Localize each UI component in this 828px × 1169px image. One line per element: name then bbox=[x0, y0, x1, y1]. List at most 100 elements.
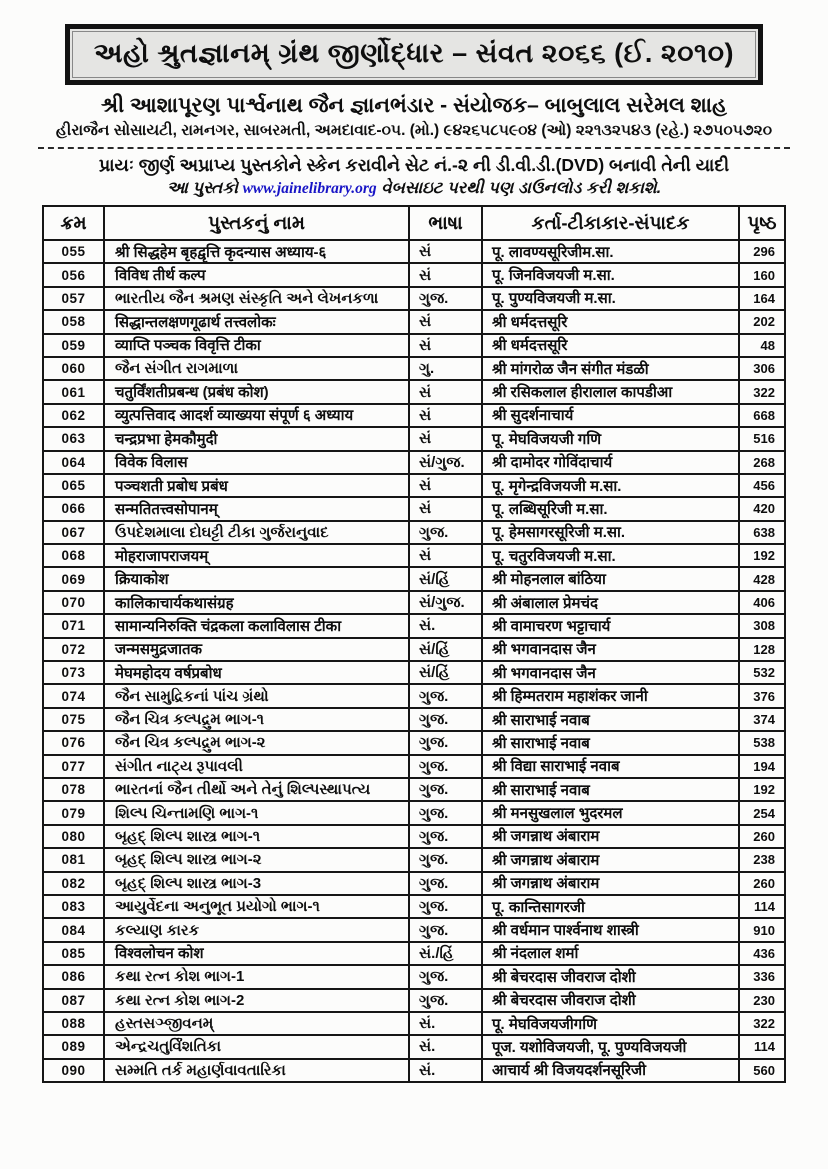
table-row: 084 કલ્યાણ કારક ગુજ. श्री वर्धमान पार्श्वना… bbox=[42, 917, 786, 943]
cell-pages: 164 bbox=[738, 285, 786, 312]
cell-serial: 076 bbox=[42, 730, 105, 756]
intro-note-line2: આ પુસ્તકો www.jainelibrary.org વેબસાઇટ પ… bbox=[0, 179, 828, 198]
cell-serial: 066 bbox=[42, 496, 105, 522]
table-row: 090 સમ્મતિ તર્ક મહાર્ણવાવતારિકા સં. आचार्य … bbox=[42, 1057, 786, 1084]
cell-language: સં bbox=[408, 402, 483, 429]
cell-author: श्री वामाचरण भट्टाचार्य bbox=[481, 613, 740, 639]
cell-book-name: બૃહદ્ શિલ્પ શાસ્ત્ર ભાગ-3 bbox=[103, 870, 410, 896]
cell-author: श्री भगवानदास जैन bbox=[481, 660, 740, 686]
table-row: 076 જૈન ચિત્ર કલ્પદ્રુમ ભાગ-૨ ગુજ. श्री सार… bbox=[42, 730, 786, 756]
cell-author: श्री विद्या साराभाई नवाब bbox=[481, 753, 740, 780]
cell-language: ગુજ. bbox=[408, 917, 483, 943]
table-row: 059 व्याप्ति पञ्चक विवृत्ति टीका સં श्री धर… bbox=[42, 332, 786, 358]
cell-language: સં bbox=[408, 262, 483, 288]
cell-language: સં bbox=[408, 309, 483, 335]
cell-language: સં/હિં bbox=[408, 636, 483, 663]
cell-pages: 192 bbox=[738, 776, 786, 803]
cell-language: સં. bbox=[408, 1010, 483, 1037]
cell-serial: 090 bbox=[42, 1057, 105, 1084]
cell-author: श्री भगवानदास जैन bbox=[481, 636, 740, 663]
cell-serial: 056 bbox=[42, 262, 105, 288]
intro-note-prefix: આ પુસ્તકો bbox=[166, 179, 243, 197]
cell-serial: 074 bbox=[42, 683, 105, 709]
cell-serial: 061 bbox=[42, 379, 105, 405]
cell-language: ગુ. bbox=[408, 355, 483, 382]
cell-serial: 087 bbox=[42, 987, 105, 1013]
column-header-author: કર્તા-ટીકાકાર-સંપાદક bbox=[481, 205, 740, 241]
cell-pages: 428 bbox=[738, 566, 786, 592]
cell-serial: 070 bbox=[42, 589, 105, 616]
cell-language: સં. bbox=[408, 1057, 483, 1084]
cell-pages: 406 bbox=[738, 589, 786, 616]
cell-language: ગુજ. bbox=[408, 964, 483, 990]
cell-pages: 114 bbox=[738, 893, 786, 920]
cell-language: ગુજ. bbox=[408, 730, 483, 756]
cell-language: સં. bbox=[408, 1034, 483, 1060]
cell-serial: 057 bbox=[42, 285, 105, 312]
cell-book-name: જૈન ચિત્ર કલ્પદ્રુમ ભાગ-૨ bbox=[103, 730, 410, 756]
intro-note-suffix: વેબસાઇટ પરથી પણ ડાઉનલોડ કરી શકાશે. bbox=[376, 179, 662, 197]
cell-pages: 268 bbox=[738, 449, 786, 475]
cell-serial: 060 bbox=[42, 355, 105, 382]
cell-author: पू. कान्तिसागरजी bbox=[481, 893, 740, 920]
cell-author: श्री बेचरदास जीवराज दोशी bbox=[481, 964, 740, 990]
cell-book-name: સમ્મતિ તર્ક મહાર્ણવાવતારિકા bbox=[103, 1057, 410, 1084]
cell-author: पू. मृगेन्द्रविजयजी म.सा. bbox=[481, 472, 740, 499]
jainelibrary-link[interactable]: www.jainelibrary.org bbox=[242, 180, 377, 197]
cell-author: श्री रसिकलाल हीरालाल कापडीआ bbox=[481, 379, 740, 405]
cell-author: पू. मेघविजयजीगणि bbox=[481, 1010, 740, 1037]
cell-book-name: चन्द्रप्रभा हेमकौमुदी bbox=[103, 426, 410, 452]
cell-book-name: આયુર્વેદના અનુભૂત પ્રયોગો ભાગ-૧ bbox=[103, 893, 410, 920]
cell-author: श्री मांगरोळ जैन संगीत मंडळी bbox=[481, 355, 740, 382]
cell-pages: 128 bbox=[738, 636, 786, 663]
cell-author: श्री धर्मदत्तसूरि bbox=[481, 309, 740, 335]
cell-serial: 079 bbox=[42, 800, 105, 826]
cell-author: श्री अंबालाल प्रेमचंद bbox=[481, 589, 740, 616]
cell-book-name: जन्मसमुद्रजातक bbox=[103, 636, 410, 663]
cell-author: श्री साराभाई नवाब bbox=[481, 730, 740, 756]
table-row: 080 બૃહદ્ શિલ્પ શાસ્ત્ર ભાગ-૧ ગુજ. श्री जगन… bbox=[42, 823, 786, 850]
cell-pages: 374 bbox=[738, 706, 786, 733]
cell-pages: 308 bbox=[738, 613, 786, 639]
cell-pages: 322 bbox=[738, 379, 786, 405]
cell-pages: 194 bbox=[738, 753, 786, 780]
cell-author: पू. मेघविजयजी गणि bbox=[481, 426, 740, 452]
cell-serial: 082 bbox=[42, 870, 105, 896]
cell-book-name: विविध तीर्थ कल्प bbox=[103, 262, 410, 288]
cell-pages: 192 bbox=[738, 543, 786, 569]
cell-book-name: मोहराजापराजयम् bbox=[103, 543, 410, 569]
cell-language: ગુજ. bbox=[408, 823, 483, 850]
cell-book-name: સંગીત નાટ્ય રૂપાવલી bbox=[103, 753, 410, 780]
cell-serial: 073 bbox=[42, 660, 105, 686]
cell-pages: 238 bbox=[738, 847, 786, 873]
cell-language: સં/હિં bbox=[408, 566, 483, 592]
cell-serial: 086 bbox=[42, 964, 105, 990]
cell-pages: 48 bbox=[738, 332, 786, 358]
cell-language: સં./હિં bbox=[408, 940, 483, 967]
table-row: 070 कालिकाचार्यकथासंग्रह સં/ગુજ. श्री अंबाल… bbox=[42, 589, 786, 616]
cell-book-name: બૃહદ્ શિલ્પ શાસ્ત્ર ભાગ-૧ bbox=[103, 823, 410, 850]
cell-author: श्री धर्मदत्तसूरि bbox=[481, 332, 740, 358]
cell-pages: 376 bbox=[738, 683, 786, 709]
cell-pages: 668 bbox=[738, 402, 786, 429]
cell-pages: 910 bbox=[738, 917, 786, 943]
cell-pages: 560 bbox=[738, 1057, 786, 1084]
cell-language: ગુજ. bbox=[408, 706, 483, 733]
cell-book-name: જૈન ચિત્ર કલ્પદ્રુમ ભાગ-૧ bbox=[103, 706, 410, 733]
cell-author: श्री जगन्नाथ अंबाराम bbox=[481, 823, 740, 850]
table-row: 079 શિલ્પ ચિન્તામણિ ભાગ-૧ ગુજ. श्री मनसुखला… bbox=[42, 800, 786, 826]
table-row: 078 ભારતનાં જૈન તીર્થો અને તેનું શિલ્પસ્થ… bbox=[42, 776, 786, 803]
cell-language: ગુજ. bbox=[408, 987, 483, 1013]
cell-pages: 254 bbox=[738, 800, 786, 826]
cell-book-name: चतुर्विंशतीप्रबन्ध (प्रबंध कोश) bbox=[103, 379, 410, 405]
cell-book-name: सिद्धान्तलक्षणगूढार्थ तत्त्वलोकः bbox=[103, 309, 410, 335]
cell-book-name: पञ्चशती प्रबोध प्रबंध bbox=[103, 472, 410, 499]
cell-language: સં bbox=[408, 332, 483, 358]
cell-author: श्री साराभाई नवाब bbox=[481, 706, 740, 733]
cell-serial: 085 bbox=[42, 940, 105, 967]
cell-book-name: ભારતનાં જૈન તીર્થો અને તેનું શિલ્પસ્થાપત… bbox=[103, 776, 410, 803]
cell-author: श्री वर्धमान पार्श्वनाथ शास्त्री bbox=[481, 917, 740, 943]
table-row: 075 જૈન ચિત્ર કલ્પદ્રુમ ભાગ-૧ ગુજ. श्री सार… bbox=[42, 706, 786, 733]
cell-book-name: मेघमहोदय वर्षप्रबोध bbox=[103, 660, 410, 686]
cell-language: ગુજ. bbox=[408, 847, 483, 873]
